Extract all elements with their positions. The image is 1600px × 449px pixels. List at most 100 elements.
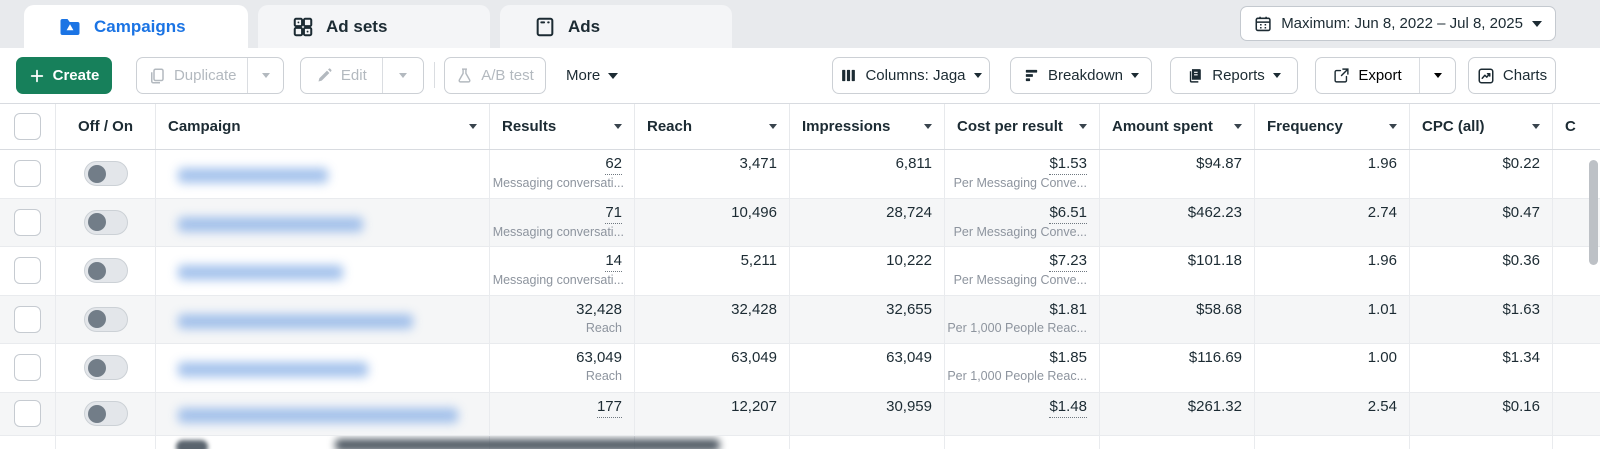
amount-spent-value: $94.87 [1196,155,1242,172]
sort-caret-icon [924,124,932,129]
cost-per-result-value: $7.23 [1049,251,1087,272]
campaign-name-redacted[interactable] [178,216,363,232]
campaign-toggle[interactable] [83,161,128,187]
campaigns-folder-icon [60,18,80,35]
tab-ad-sets-label: Ad sets [326,16,388,36]
reports-button[interactable]: Reports [1170,57,1298,94]
duplicate-dropdown-button[interactable] [247,58,283,93]
date-range-selector[interactable]: Maximum: Jun 8, 2022 – Jul 8, 2025 [1240,6,1556,41]
header-cost-per-result[interactable]: Cost per result [945,104,1100,149]
campaign-toggle[interactable] [83,258,128,284]
cost-per-result-value: $1.81 [1049,300,1087,318]
frequency-value: 1.00 [1367,349,1397,366]
reach-value: 3,471 [739,155,777,172]
charts-icon [1478,68,1494,83]
create-button[interactable]: Create [16,57,112,94]
columns-button[interactable]: Columns: Jaga [832,57,990,94]
reach-value: 12,207 [731,397,777,415]
sort-caret-icon [1389,124,1397,129]
impressions-value: 30,959 [886,397,932,415]
toggle-knob-partial [176,440,208,449]
header-results[interactable]: Results [490,104,635,149]
edit-button-group: Edit [300,57,424,94]
header-results-label: Results [502,118,557,135]
table-row-partial [0,436,1600,449]
header-reach[interactable]: Reach [635,104,790,149]
sort-caret-icon [469,124,477,129]
table-row: 71 Messaging conversati... 10,496 28,724 … [0,198,1600,247]
campaign-name-redacted[interactable] [178,168,328,184]
campaign-toggle[interactable] [83,355,128,381]
amount-spent-value: $101.18 [1187,252,1242,269]
campaign-name-redacted[interactable] [178,408,458,424]
header-impressions[interactable]: Impressions [790,104,945,149]
campaign-toggle[interactable] [83,306,128,332]
table-row: 32,428 Reach 32,428 32,655 $1.81 Per 1,000… [0,295,1600,344]
frequency-value: 2.74 [1367,203,1397,221]
row-checkbox[interactable] [14,257,41,285]
select-all-checkbox[interactable] [14,113,41,140]
cost-type-label: Per Messaging Conve... [953,224,1087,239]
ab-test-button-label: A/B test [481,67,534,84]
toggle-knob [87,310,106,329]
toggle-knob [87,261,106,280]
header-frequency[interactable]: Frequency [1255,104,1410,149]
cost-type-label: Per Messaging Conve... [953,176,1087,190]
campaign-name-redacted[interactable] [178,265,343,281]
calendar-icon [1255,16,1271,31]
charts-button-label: Charts [1502,67,1548,84]
cost-per-result-value: $6.51 [1049,203,1087,224]
toggle-knob [87,358,106,377]
charts-button[interactable]: Charts [1468,57,1556,94]
columns-icon [842,69,856,82]
cost-per-result-value: $1.48 [1049,397,1087,418]
campaign-toggle[interactable] [83,401,128,427]
more-button[interactable]: More [566,57,619,94]
tab-ad-sets[interactable]: Ad sets [258,5,490,48]
chevron-down-icon [1272,73,1281,78]
tab-campaigns-label: Campaigns [94,16,186,36]
row-checkbox[interactable] [14,208,41,236]
results-type-label: Messaging conversati... [492,273,624,287]
tab-campaigns[interactable]: Campaigns [24,5,248,48]
tab-ads[interactable]: Ads [500,5,732,48]
duplicate-button[interactable]: Duplicate [137,58,247,93]
campaign-name-redacted[interactable] [178,313,413,329]
row-checkbox[interactable] [14,160,41,188]
date-range-label: Maximum: Jun 8, 2022 – Jul 8, 2025 [1281,15,1523,32]
edit-button[interactable]: Edit [301,58,382,93]
header-campaign[interactable]: Campaign [156,104,490,149]
table-row: 62 Messaging conversati... 3,471 6,811 $1… [0,150,1600,199]
sort-caret-icon [1532,124,1540,129]
amount-spent-value: $58.68 [1196,300,1242,318]
row-checkbox[interactable] [14,354,41,382]
sort-caret-icon [614,124,622,129]
header-amount-spent-label: Amount spent [1112,118,1213,135]
results-value: 14 [605,251,622,272]
header-off-on: Off / On [56,104,156,149]
chevron-down-icon [1131,73,1140,78]
header-cpc-all[interactable]: CPC (all) [1410,104,1553,149]
results-value: 63,049 [576,349,622,366]
campaign-name-redacted[interactable] [178,362,368,378]
campaign-toggle[interactable] [83,209,128,235]
breakdown-button[interactable]: Breakdown [1010,57,1152,94]
ab-test-button[interactable]: A/B test [444,57,546,94]
campaigns-table: Off / On Campaign Results Reach Impressi… [0,103,1600,449]
header-amount-spent[interactable]: Amount spent [1100,104,1255,149]
edit-dropdown-button[interactable] [381,58,423,93]
vertical-scrollbar-thumb[interactable] [1589,160,1598,265]
table-row: 63,049 Reach 63,049 63,049 $1.85 Per 1,000… [0,344,1600,393]
cpc-value: $0.22 [1502,155,1540,172]
chevron-down-icon [973,73,982,78]
ads-page-icon [536,17,554,36]
export-dropdown-button[interactable] [1419,58,1455,93]
cost-per-result-value: $1.85 [1049,349,1087,366]
table-header-row: Off / On Campaign Results Reach Impressi… [0,103,1600,150]
frequency-value: 2.54 [1367,397,1397,415]
export-button[interactable]: Export [1316,58,1419,93]
row-checkbox[interactable] [14,400,41,428]
chevron-down-icon [1433,73,1442,78]
row-checkbox[interactable] [14,305,41,333]
